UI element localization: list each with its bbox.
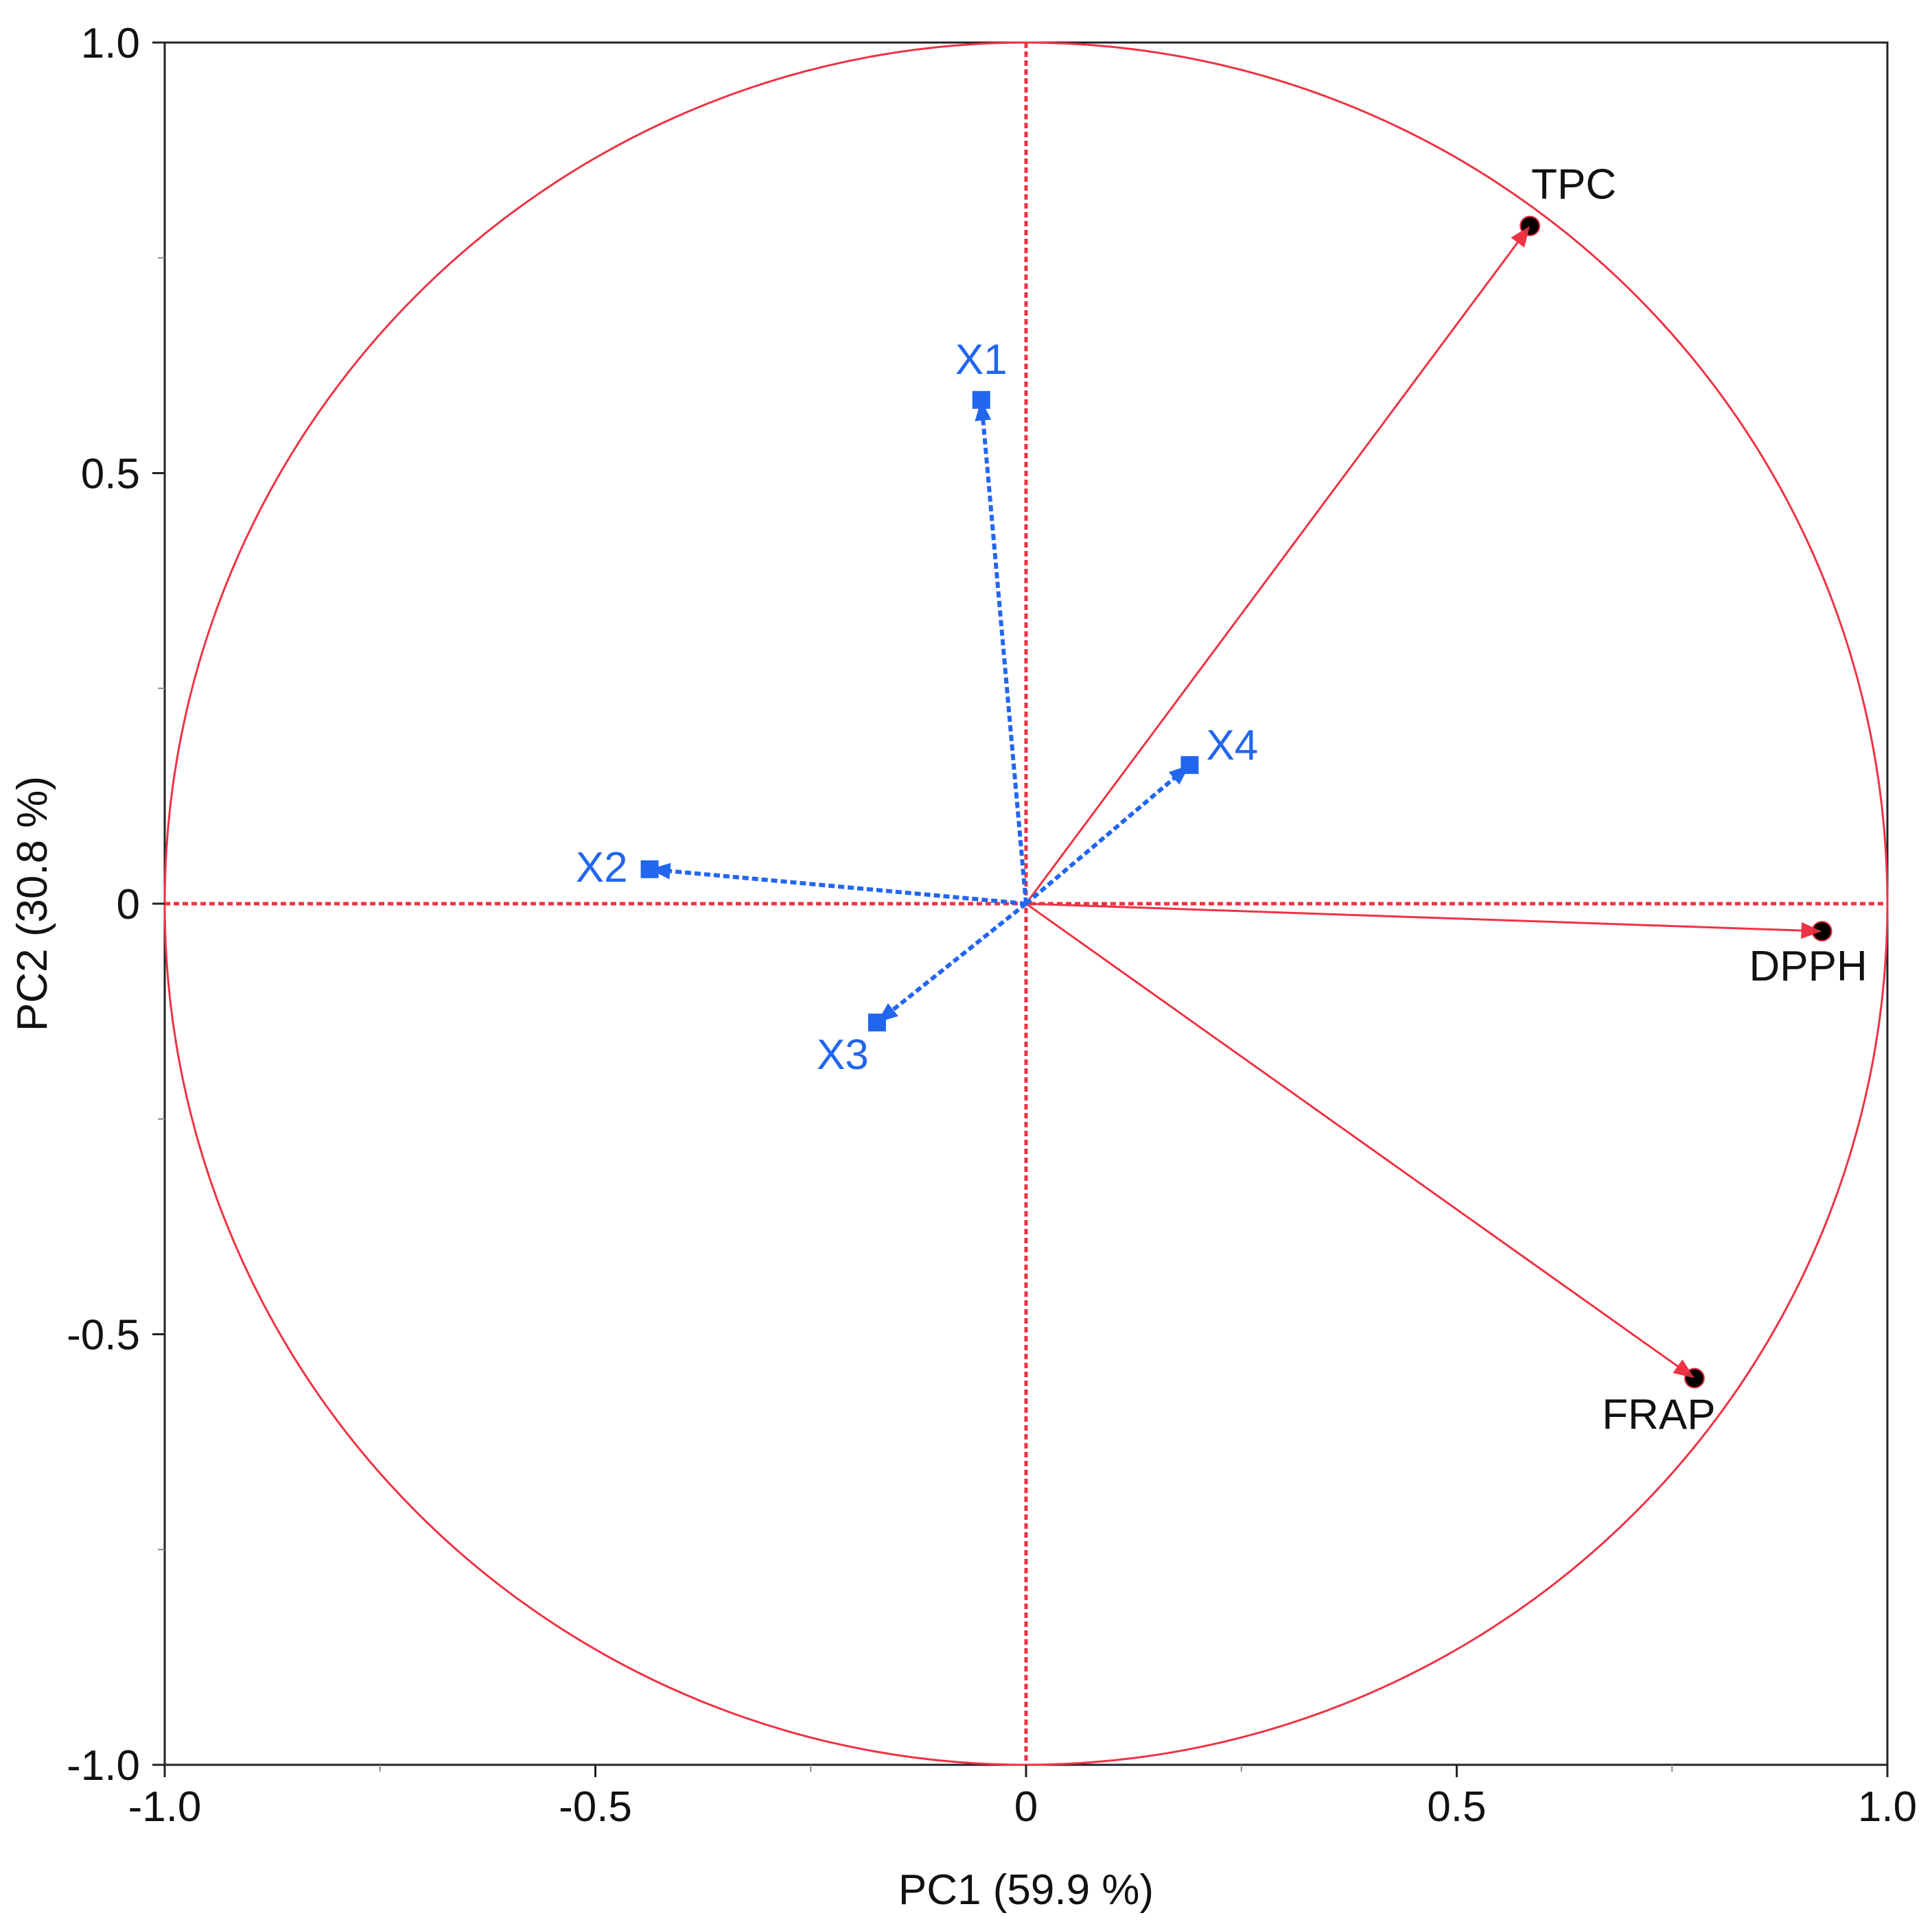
point-label: FRAP [1602,1392,1715,1439]
loading-vector [1025,769,1184,906]
y-tick-label: -0.5 [67,1312,140,1359]
point-label: X1 [955,336,1008,384]
x-tick-label: -0.5 [559,1783,632,1831]
loading-vector [979,409,1028,904]
loading-vector [1025,902,1813,932]
x-tick-label: 1.0 [1858,1783,1917,1831]
arrow-head [1511,226,1531,248]
point-marker [972,390,990,409]
point-marker [1180,755,1199,774]
series-group: X1 X2 X3 X4 [576,336,1259,1079]
y-axis-label: PC2 (30.8 %) [9,776,56,1031]
arrow-head [975,399,992,421]
point-label: TPC [1531,161,1616,208]
series-group: TPC DPPH FRAP [1025,161,1867,1439]
plot-area: TPC DPPH FRAP X1 X2 X3 X4 [163,41,1889,1766]
x-tick-label: 0.5 [1427,1783,1486,1831]
y-tick-label: 0 [117,881,140,928]
arrow-head [1673,1359,1695,1379]
y-tick-label: -1.0 [67,1742,140,1790]
x-tick-label: 0 [1014,1783,1038,1831]
loading-vector [883,902,1027,1018]
axes-layer: -1.0 -0.5 0 0.5 1.0 1.0 0.5 0 -0.5 -1.0 [67,20,1917,1831]
arrow-head [1801,922,1822,939]
series-layer: TPC DPPH FRAP X1 X2 X3 X4 [576,161,1867,1438]
loading-vector [1025,233,1526,904]
loading-vector [1025,902,1688,1374]
y-tick-label: 1.0 [81,20,140,67]
point-marker [868,1013,886,1032]
point-label: X3 [817,1031,869,1079]
point-label: X4 [1206,722,1258,769]
y-tick-label: 0.5 [81,451,140,498]
point-label: DPPH [1749,943,1867,990]
x-axis-label: PC1 (59.9 %) [898,1866,1154,1914]
arrow-head [649,863,671,880]
loading-vector [659,868,1027,906]
point-label: X2 [576,844,628,891]
point-marker [640,860,659,878]
x-tick-label: -1.0 [128,1783,202,1831]
